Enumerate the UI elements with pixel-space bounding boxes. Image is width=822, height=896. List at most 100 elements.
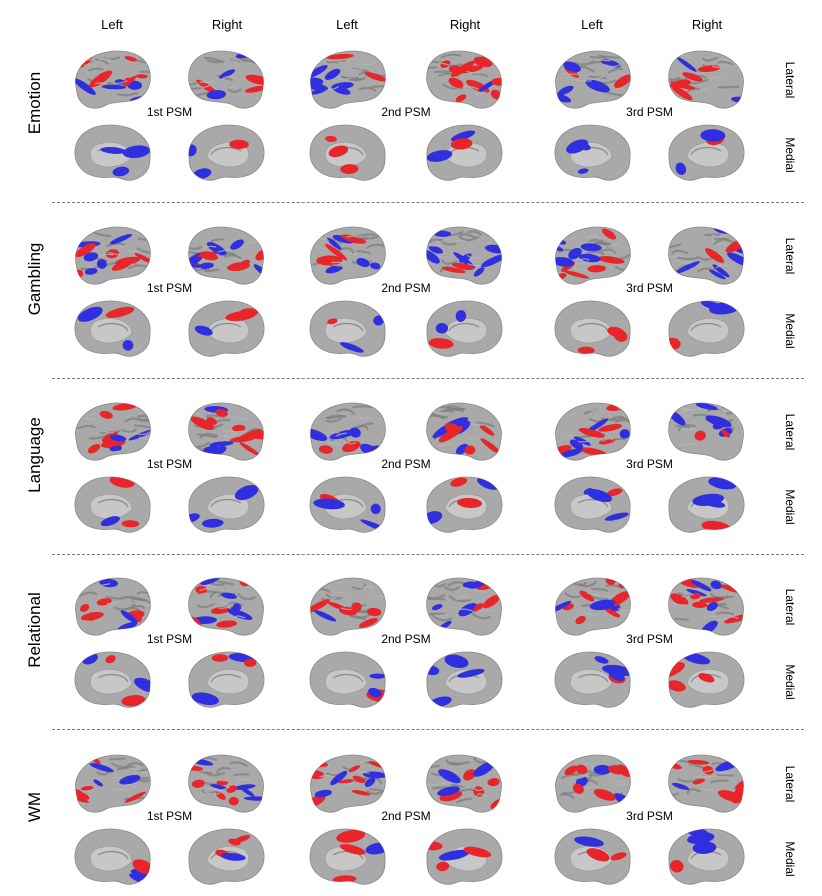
psm-label: 2nd PSM	[381, 457, 431, 471]
medial-brain-surface	[426, 476, 503, 533]
column-header-right: Right	[691, 17, 723, 32]
psm-label: 2nd PSM	[381, 105, 431, 119]
psm-label: 2nd PSM	[381, 809, 431, 823]
medial-brain-surface	[188, 124, 265, 181]
lateral-brain-surface	[426, 50, 502, 109]
lateral-brain-surface	[668, 226, 744, 285]
medial-brain-surface	[668, 124, 745, 181]
medial-brain-surface	[554, 124, 631, 181]
medial-brain-surface	[188, 828, 265, 885]
medial-brain-surface	[74, 300, 151, 357]
medial-brain-surface	[188, 476, 265, 533]
column-header-left: Left	[101, 17, 123, 32]
task-label-gambling: Gambling	[25, 242, 44, 316]
lateral-brain-surface	[310, 754, 386, 813]
psm-label: 1st PSM	[146, 809, 193, 823]
medial-brain-surface	[668, 651, 745, 708]
view-label-lateral: Lateral	[783, 588, 797, 626]
task-label-relational: Relational	[25, 592, 44, 668]
lateral-brain-surface	[426, 577, 502, 636]
band-divider	[52, 729, 804, 730]
medial-brain-surface	[309, 300, 386, 357]
view-label-lateral: Lateral	[783, 237, 797, 275]
view-label-medial: Medial	[783, 137, 797, 173]
lateral-brain-surface	[310, 226, 386, 285]
lateral-brain-surface	[555, 754, 631, 813]
lateral-brain-surface	[668, 402, 744, 461]
view-label-medial: Medial	[783, 313, 797, 349]
band-divider	[52, 378, 804, 379]
view-label-medial: Medial	[783, 664, 797, 700]
lateral-brain-surface	[75, 50, 151, 109]
lateral-brain-surface	[426, 754, 502, 813]
medial-brain-surface	[74, 828, 151, 885]
lateral-brain-surface	[310, 577, 386, 636]
psm-label: 3rd PSM	[626, 457, 673, 471]
medial-brain-surface	[426, 828, 503, 885]
lateral-brain-surface	[188, 50, 264, 109]
lateral-brain-surface	[668, 50, 744, 109]
medial-brain-surface	[426, 124, 503, 181]
lateral-brain-surface	[75, 402, 151, 461]
lateral-brain-surface	[188, 577, 264, 636]
psm-label: 3rd PSM	[626, 281, 673, 295]
column-header-left: Left	[581, 17, 603, 32]
lateral-brain-surface	[555, 577, 631, 636]
psm-label: 3rd PSM	[626, 809, 673, 823]
view-label-medial: Medial	[783, 489, 797, 525]
lateral-brain-surface	[555, 50, 631, 109]
view-label-lateral: Lateral	[783, 413, 797, 451]
medial-brain-surface	[426, 300, 503, 357]
psm-label: 2nd PSM	[381, 632, 431, 646]
band-divider	[52, 202, 804, 203]
medial-brain-surface	[668, 300, 745, 357]
medial-brain-surface	[188, 300, 265, 357]
task-label-emotion: Emotion	[25, 71, 44, 135]
medial-brain-surface	[554, 828, 631, 885]
lateral-brain-surface	[555, 402, 631, 461]
band-divider	[52, 554, 804, 555]
medial-brain-surface	[309, 124, 386, 181]
lateral-brain-surface	[310, 50, 386, 109]
task-label-language: Language	[25, 417, 44, 493]
column-header-left: Left	[336, 17, 358, 32]
psm-label: 3rd PSM	[626, 105, 673, 119]
lateral-brain-surface	[188, 402, 264, 461]
medial-brain-surface	[668, 828, 745, 885]
lateral-brain-surface	[426, 402, 502, 461]
task-label-wm: WM	[25, 791, 44, 823]
medial-brain-surface	[668, 476, 745, 533]
psm-label: 1st PSM	[146, 457, 193, 471]
medial-brain-surface	[309, 476, 386, 533]
lateral-brain-surface	[188, 754, 264, 813]
medial-brain-surface	[188, 651, 265, 708]
lateral-brain-surface	[75, 226, 151, 285]
medial-brain-surface	[554, 476, 631, 533]
lateral-brain-surface	[555, 226, 631, 285]
psm-label: 3rd PSM	[626, 632, 673, 646]
medial-brain-surface	[554, 651, 631, 708]
view-label-medial: Medial	[783, 841, 797, 877]
psm-label: 1st PSM	[146, 105, 193, 119]
view-label-lateral: Lateral	[783, 61, 797, 99]
view-label-lateral: Lateral	[783, 765, 797, 803]
lateral-brain-surface	[188, 226, 264, 285]
column-header-right: Right	[449, 17, 481, 32]
medial-brain-surface	[74, 124, 151, 181]
lateral-brain-surface	[668, 754, 744, 813]
lateral-brain-surface	[75, 754, 151, 813]
psm-label: 2nd PSM	[381, 281, 431, 295]
medial-brain-surface	[309, 828, 386, 885]
medial-brain-surface	[554, 300, 631, 357]
psm-label: 1st PSM	[146, 632, 193, 646]
medial-brain-surface	[74, 476, 151, 533]
column-header-right: Right	[211, 17, 243, 32]
psm-label: 1st PSM	[146, 281, 193, 295]
medial-brain-surface	[309, 651, 386, 708]
medial-brain-surface	[74, 651, 151, 708]
medial-brain-surface	[426, 651, 503, 708]
lateral-brain-surface	[75, 577, 151, 636]
lateral-brain-surface	[426, 226, 502, 285]
lateral-brain-surface	[668, 577, 744, 636]
lateral-brain-surface	[310, 402, 386, 461]
